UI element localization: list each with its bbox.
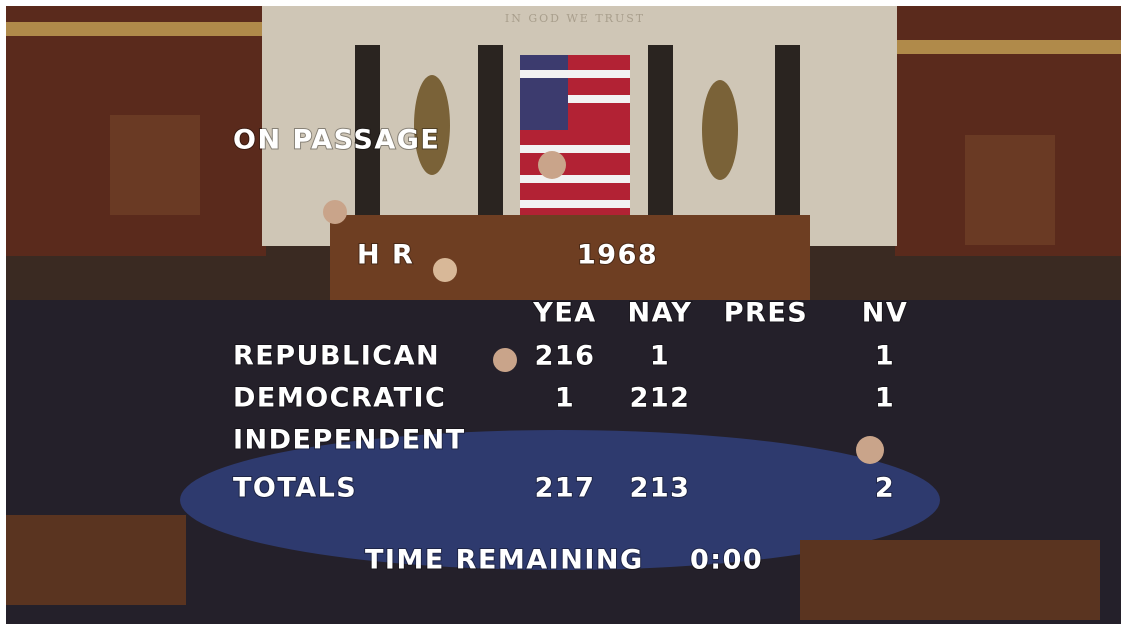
vote-count: 1 bbox=[875, 383, 895, 414]
vote-count: 213 bbox=[630, 473, 691, 504]
wall-motto: IN GOD WE TRUST bbox=[505, 12, 645, 25]
vote-count: 2 bbox=[875, 473, 895, 504]
time-label: TIME REMAINING bbox=[365, 545, 644, 576]
vote-count: 1 bbox=[875, 341, 895, 372]
column-header: NV bbox=[862, 298, 909, 329]
vote-count: 217 bbox=[535, 473, 596, 504]
party-label: INDEPENDENT bbox=[233, 425, 466, 456]
party-label: TOTALS bbox=[233, 473, 357, 504]
broadcast-frame: IN GOD WE TRUST ON PASSAGE H R 1968 YEA … bbox=[0, 0, 1127, 630]
time-value: 0:00 bbox=[690, 545, 763, 576]
vote-count: 212 bbox=[630, 383, 691, 414]
bill-prefix: H R bbox=[357, 240, 414, 271]
vote-count: 1 bbox=[555, 383, 575, 414]
column-header: NAY bbox=[628, 298, 693, 329]
vote-count: 1 bbox=[650, 341, 670, 372]
column-header: PRES bbox=[724, 298, 808, 329]
party-label: DEMOCRATIC bbox=[233, 383, 446, 414]
vote-count: 216 bbox=[535, 341, 596, 372]
overlay-title: ON PASSAGE bbox=[233, 125, 440, 156]
bill-number: 1968 bbox=[577, 240, 658, 271]
party-label: REPUBLICAN bbox=[233, 341, 440, 372]
column-header: YEA bbox=[532, 298, 596, 329]
